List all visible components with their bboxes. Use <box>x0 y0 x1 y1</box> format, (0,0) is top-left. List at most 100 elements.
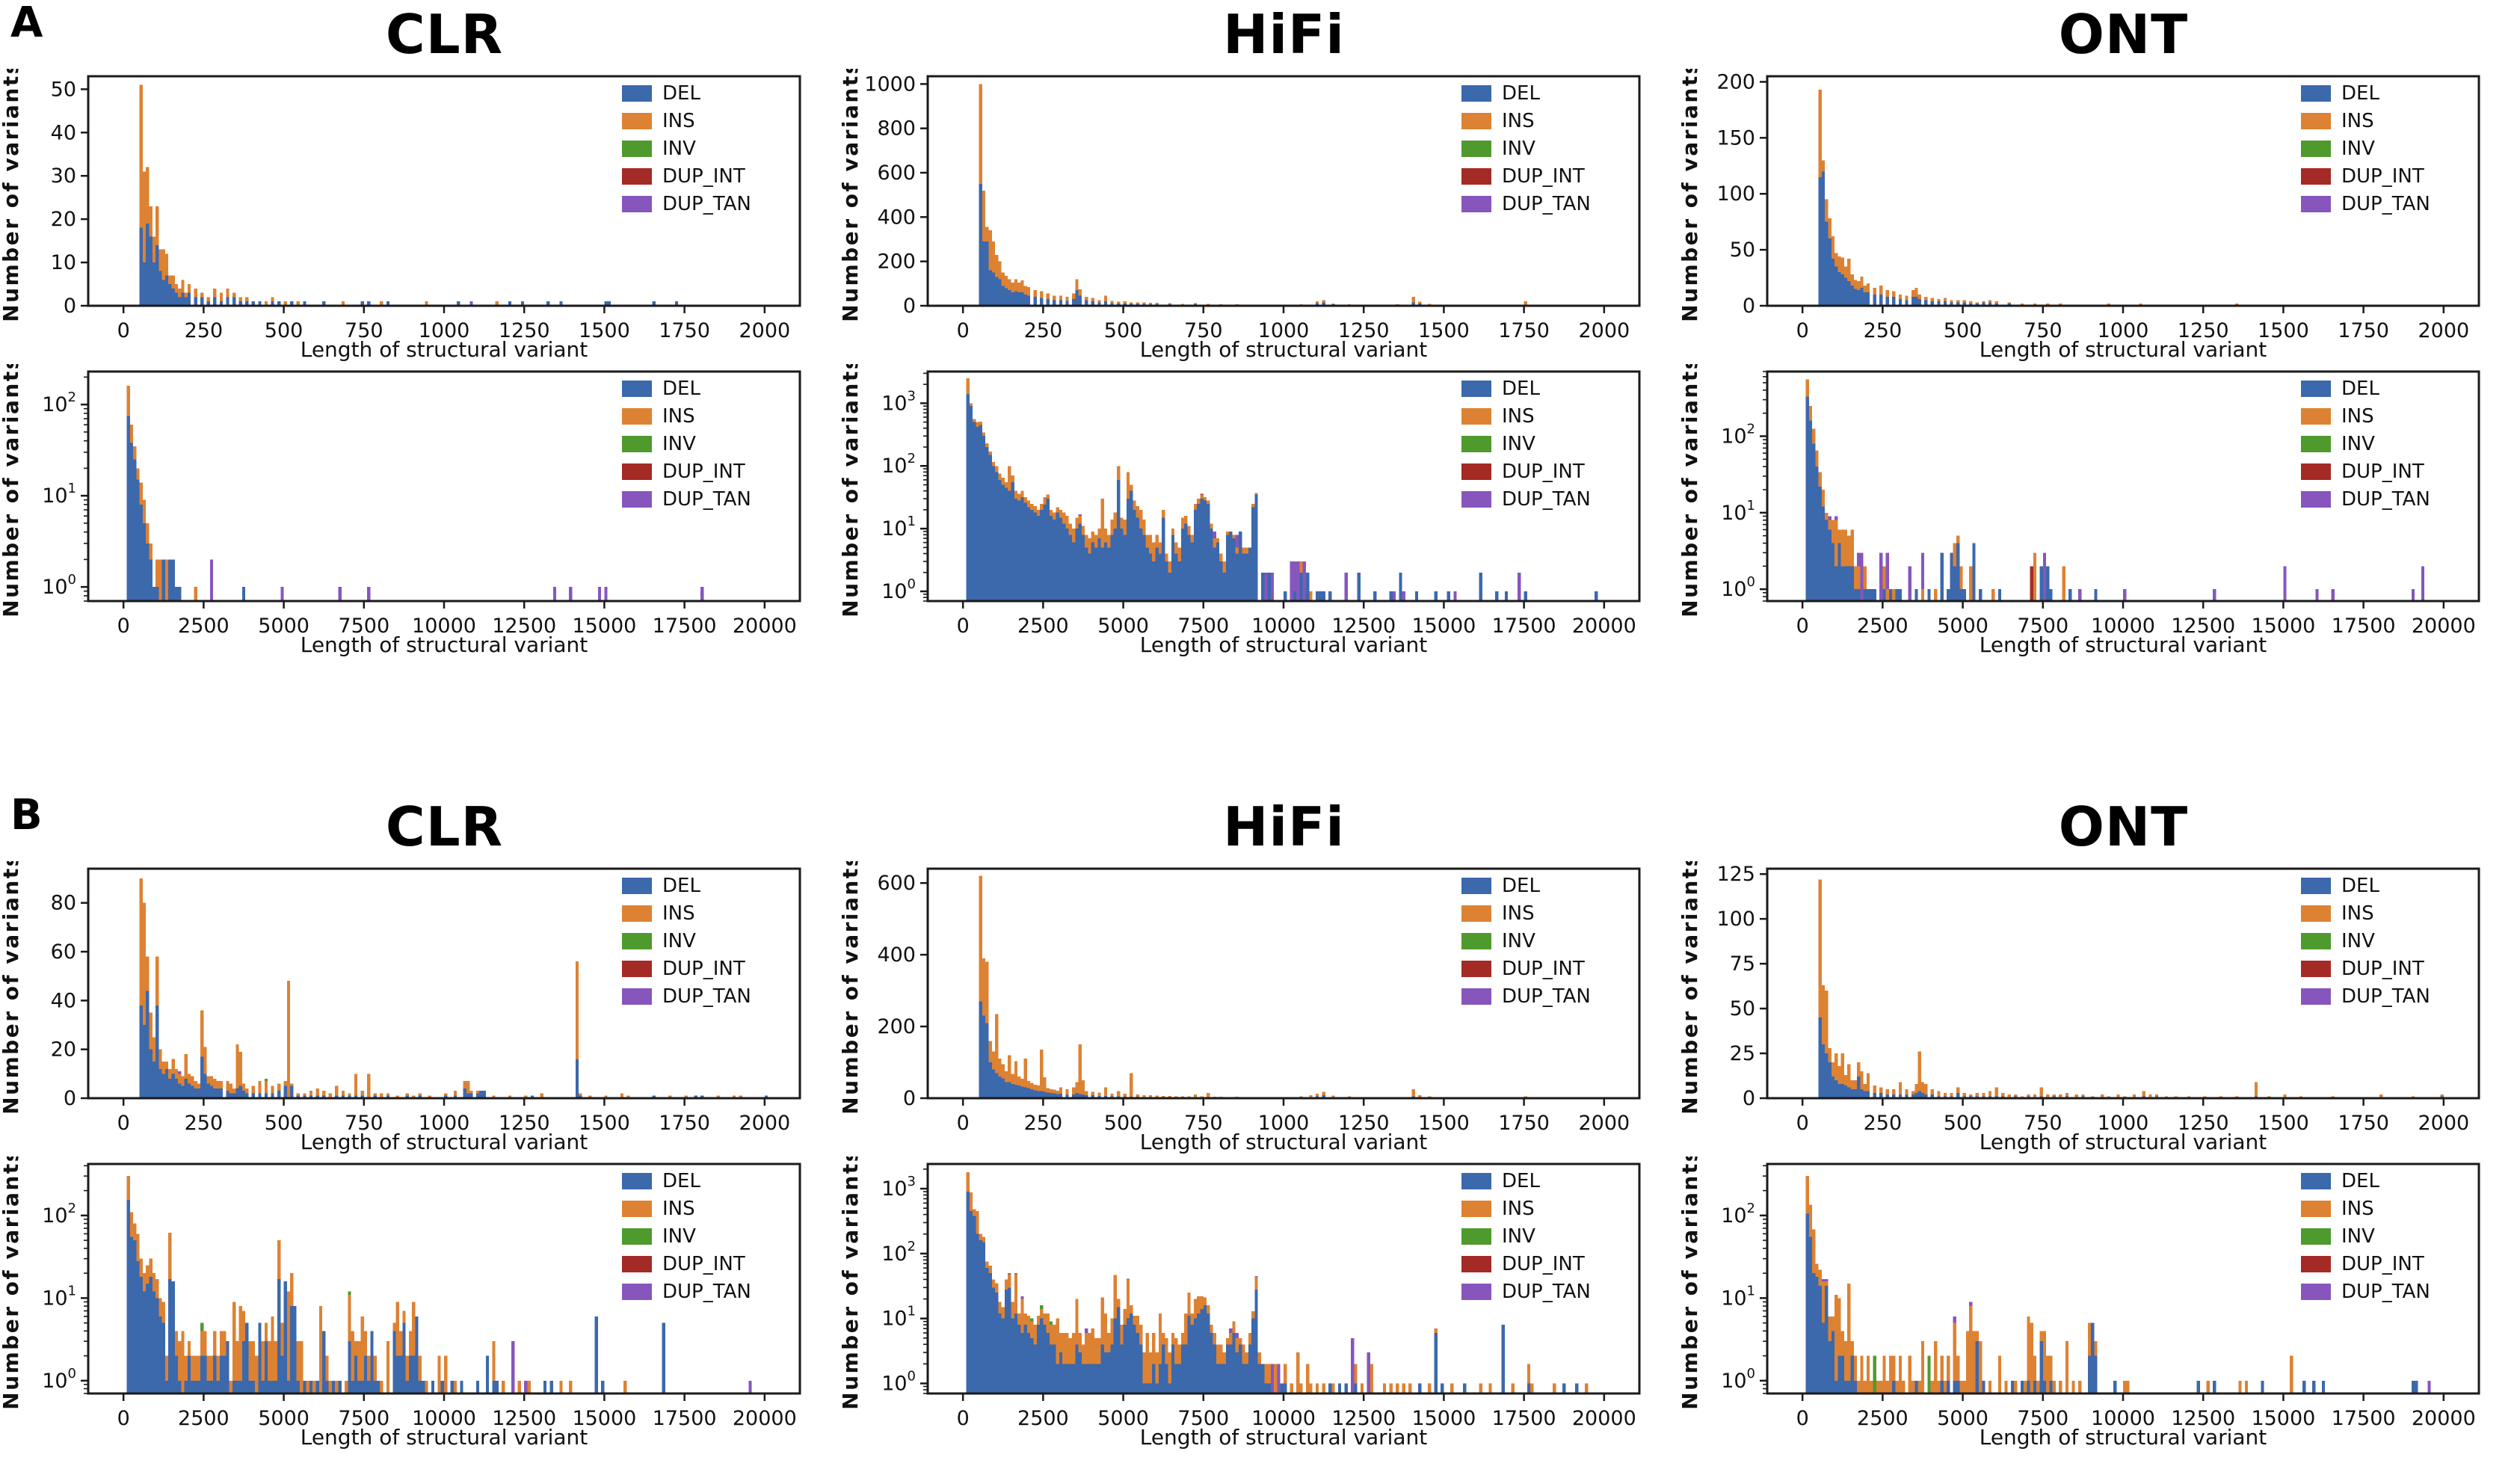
bar-segment-ins <box>1014 1274 1018 1313</box>
bar-segment-ins <box>1853 280 1858 289</box>
bar-segment-ins <box>1097 529 1101 539</box>
bar-segment-del <box>1062 1364 1066 1393</box>
b-hifi-linear-svg: 0 250 500 750 1000 1250 1500 1750 20000200400600… <box>838 852 1641 1154</box>
bar-segment-ins <box>1315 1383 1319 1393</box>
bar-segment-del <box>1155 547 1159 601</box>
bar-segment-dup_tan <box>1293 561 1297 592</box>
bar-segment-ins <box>1962 300 1966 303</box>
bar-segment-ins <box>1853 1355 1858 1381</box>
bar-segment-del <box>1020 292 1024 306</box>
bar-segment-del <box>492 1380 496 1393</box>
x-tick-label: 250 <box>1024 1112 1063 1135</box>
bar-segment-del <box>1203 1305 1207 1393</box>
y-tick-label: 30 <box>51 164 76 188</box>
bar-segment-del <box>1888 589 1893 601</box>
bar-segment-del <box>2027 1380 2030 1393</box>
bar-segment-ins <box>194 1081 197 1088</box>
bar-segment-del <box>1238 531 1242 601</box>
x-axis: 0 250 500 750 1000 1250 1500 1750 2000 <box>957 306 1630 342</box>
bar-segment-ins <box>428 1095 431 1098</box>
bar-segment-del <box>1863 292 1867 306</box>
bar-segment-ins <box>1885 589 1889 601</box>
bar-segment-ins <box>1933 1341 1938 1393</box>
bar-segment-ins <box>1014 490 1018 499</box>
bar-segment-del <box>1155 1383 1159 1393</box>
x-tick-label: 7500 <box>2017 1407 2068 1430</box>
bar-segment-del <box>1162 1344 1165 1393</box>
bar-segment-ins <box>1902 1380 1906 1393</box>
bar-segment-ins <box>290 1273 294 1307</box>
bar-segment-ins <box>1107 1332 1111 1353</box>
bar-segment-del <box>1831 259 1835 306</box>
bar-segment-ins <box>1023 496 1027 503</box>
bar-segment-del <box>1011 482 1014 601</box>
bar-segment-del <box>1008 1287 1011 1393</box>
bar-segment-ins <box>1213 538 1216 548</box>
bar-segment-del <box>2091 1322 2095 1393</box>
bar-segment-ins <box>1837 256 1841 273</box>
legend-swatch-inv <box>1461 141 1491 157</box>
bar-segment-del <box>1053 519 1056 601</box>
bar-segment-ins <box>168 1068 172 1079</box>
x-axis: 0 2500 5000 7500 10000 12500 15000 17500 20000 <box>957 601 1636 638</box>
legend-label: INS <box>1502 110 1535 132</box>
legend-item-dup_int: DUP_INT <box>2301 958 2424 980</box>
chart-b-hifi-log: 0 2500 5000 7500 10000 12500 15000 17500 20000 10… <box>838 1148 1654 1452</box>
bar-segment-ins <box>1145 1332 1149 1384</box>
bar-segment-ins <box>1947 1355 1950 1381</box>
bar-segment-del <box>277 1278 281 1393</box>
bar-segment-ins <box>271 1316 274 1381</box>
legend-item-ins: INS <box>622 902 695 925</box>
bar-segment-ins <box>1155 1095 1159 1097</box>
legend-item-ins: INS <box>2301 110 2374 132</box>
section-a-titles: CLR HiFi ONT <box>0 0 2520 69</box>
bar-segment-ins <box>158 249 162 271</box>
legend-item-dup_tan: DUP_TAN <box>2301 193 2430 215</box>
legend-label: DEL <box>2341 378 2379 400</box>
bar-segment-ins <box>1969 1094 1973 1097</box>
x-tick-label: 20000 <box>2412 615 2476 638</box>
bar-segment-del <box>1014 291 1018 306</box>
bar-segment-ins <box>1020 1299 1024 1333</box>
bar-segment-del <box>979 1240 982 1393</box>
bar-segment-ins <box>1062 512 1066 524</box>
bar-segment-del <box>303 1095 306 1098</box>
bar-segment-del <box>1040 509 1044 601</box>
bar-segment-del <box>1123 535 1127 601</box>
bar-segment-del <box>1103 1352 1108 1393</box>
bar-segment-ins <box>508 1095 512 1098</box>
bar-segment-ins <box>444 1093 448 1096</box>
bar-segment-del <box>1248 1344 1252 1393</box>
x-tick-label: 0 <box>957 1407 970 1430</box>
x-tick-label: 15000 <box>1411 615 1476 638</box>
bar-segment-ins <box>2289 1355 2293 1393</box>
y-tick-label: 100 <box>1721 1366 1755 1393</box>
bar-segment-ins <box>412 1302 416 1356</box>
bar-segment-dup_tan <box>1367 1352 1370 1393</box>
bar-segment-ins <box>367 1074 371 1098</box>
bar-segment-ins <box>248 1341 252 1381</box>
legend-label: DUP_TAN <box>2341 488 2430 511</box>
bar-segment-ins <box>206 1076 210 1084</box>
legend-swatch-dup_int <box>622 961 652 977</box>
x-axis-label: Length of structural variant <box>1980 1130 2267 1154</box>
legend-label: DUP_INT <box>2341 461 2424 483</box>
bar-segment-del <box>1501 1325 1505 1393</box>
y-tick-label: 100 <box>1716 182 1755 206</box>
bar-segment-del <box>1825 1053 1829 1098</box>
bar-segment-del <box>191 1085 194 1098</box>
bar-segment-del <box>280 1355 284 1393</box>
bar-segment-del <box>1434 591 1438 601</box>
x-tick-label: 20000 <box>1572 1407 1636 1430</box>
bar-segment-del <box>1235 553 1239 601</box>
bar-segment-del <box>1145 1383 1149 1393</box>
bar-segment-del <box>1126 1318 1130 1393</box>
bar-segment-del <box>1097 538 1101 601</box>
bar-segment-del <box>991 1069 996 1099</box>
bar-segment-ins <box>2081 1094 2085 1097</box>
bar-segment-ins <box>1197 1296 1201 1313</box>
bar-segment-del <box>261 1380 265 1393</box>
